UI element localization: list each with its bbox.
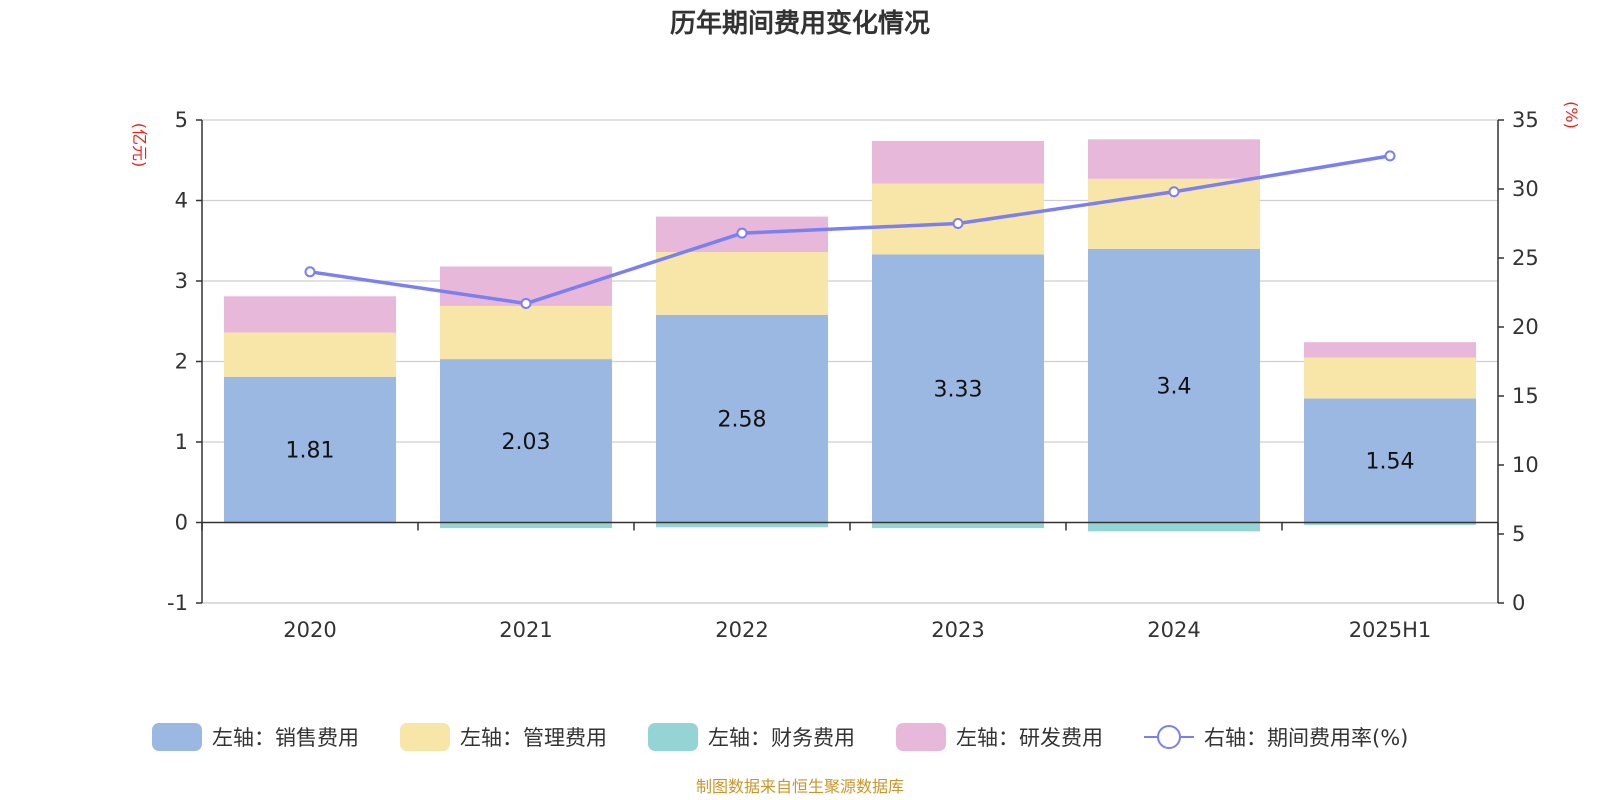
left-tick-label: 4 xyxy=(175,189,188,213)
rate-point xyxy=(952,218,964,229)
bar-segment xyxy=(1088,248,1260,523)
left-tick-label: 5 xyxy=(175,108,188,132)
bar-segment xyxy=(1304,522,1476,525)
right-tick-label: 25 xyxy=(1512,246,1539,270)
rate-point xyxy=(520,298,532,310)
right-tick-label: 30 xyxy=(1512,177,1539,201)
bar-segment xyxy=(1088,522,1260,532)
grid-lines xyxy=(202,119,1498,604)
legend-swatch xyxy=(896,723,946,751)
legend-marker xyxy=(1157,725,1181,749)
category-label: 2024 xyxy=(1147,618,1200,642)
bar-segment xyxy=(656,252,828,315)
data-label: 1.54 xyxy=(1366,450,1415,475)
right-tick-label: 10 xyxy=(1512,453,1539,477)
category-label: 2021 xyxy=(499,618,552,642)
legend-swatch xyxy=(648,723,698,751)
data-labels: 1.81 2.03 2.58 3.33 3.4 1.54 xyxy=(286,375,1415,475)
legend-label: 左轴：财务费用 xyxy=(708,726,855,750)
right-tick-label: 35 xyxy=(1512,108,1539,132)
rate-line xyxy=(309,154,1391,306)
legend-item[interactable]: 左轴：财务费用 xyxy=(648,723,855,751)
legend-swatch xyxy=(400,723,450,751)
bar-segment xyxy=(872,254,1044,523)
bar-segment xyxy=(440,359,612,523)
left-tick-label: 2 xyxy=(175,350,188,374)
right-tick-label: 20 xyxy=(1512,315,1539,339)
legend-item[interactable]: 左轴：销售费用 xyxy=(152,723,359,751)
category-label: 2025H1 xyxy=(1349,618,1432,642)
left-tick-label: 0 xyxy=(175,511,188,535)
bar-segment xyxy=(656,314,828,523)
bar-segment xyxy=(224,376,396,523)
rate-point xyxy=(736,227,748,239)
legend-item[interactable]: 右轴：期间费用率(%) xyxy=(1144,725,1408,750)
left-axis-unit: (亿元) xyxy=(130,123,149,168)
bars xyxy=(224,139,1476,532)
category-label: 2023 xyxy=(931,618,984,642)
bar-segment xyxy=(656,522,828,528)
chart-title: 历年期间费用变化情况 xyxy=(670,8,930,39)
bar-segment xyxy=(440,522,612,529)
bar-segment xyxy=(440,305,612,360)
right-tick-label: 0 xyxy=(1512,591,1525,615)
legend-item[interactable]: 左轴：研发费用 xyxy=(896,723,1103,751)
source-note: 制图数据来自恒生聚源数据库 xyxy=(696,777,904,796)
right-axis-unit: (%) xyxy=(1562,101,1581,129)
data-label: 3.33 xyxy=(934,377,983,402)
legend-label: 左轴：管理费用 xyxy=(460,726,607,750)
bar-segment xyxy=(224,296,396,333)
bar-segment xyxy=(224,332,396,377)
bar-segment xyxy=(1304,342,1476,358)
left-tick-label: 3 xyxy=(175,269,188,293)
data-label: 2.03 xyxy=(502,430,551,455)
legend-item[interactable]: 左轴：管理费用 xyxy=(400,723,607,751)
bar-segment xyxy=(1304,398,1476,523)
right-tick-label: 5 xyxy=(1512,522,1525,546)
category-label: 2020 xyxy=(283,618,336,642)
bar-segment xyxy=(1304,357,1476,399)
rate-point xyxy=(304,266,316,278)
bar-segment xyxy=(872,140,1044,184)
data-label: 3.4 xyxy=(1157,375,1192,400)
bar-segment xyxy=(1088,139,1260,179)
rate-line-layer xyxy=(304,150,1396,310)
legend-label: 左轴：研发费用 xyxy=(956,726,1103,750)
legend: 左轴：销售费用 左轴：管理费用 左轴：财务费用 左轴：研发费用 右轴：期间费用率(%) xyxy=(152,723,1408,751)
bar-segment xyxy=(872,522,1044,529)
right-tick-label: 15 xyxy=(1512,384,1539,408)
legend-label: 左轴：销售费用 xyxy=(212,726,359,750)
rate-point xyxy=(1384,150,1396,162)
legend-label: 右轴：期间费用率(%) xyxy=(1204,726,1408,750)
left-tick-label: 1 xyxy=(175,430,188,454)
legend-swatch xyxy=(152,723,202,751)
data-label: 2.58 xyxy=(718,408,767,433)
left-tick-label: -1 xyxy=(167,591,188,615)
category-label: 2022 xyxy=(715,618,768,642)
rate-point xyxy=(1168,186,1180,198)
data-label: 1.81 xyxy=(286,439,335,464)
